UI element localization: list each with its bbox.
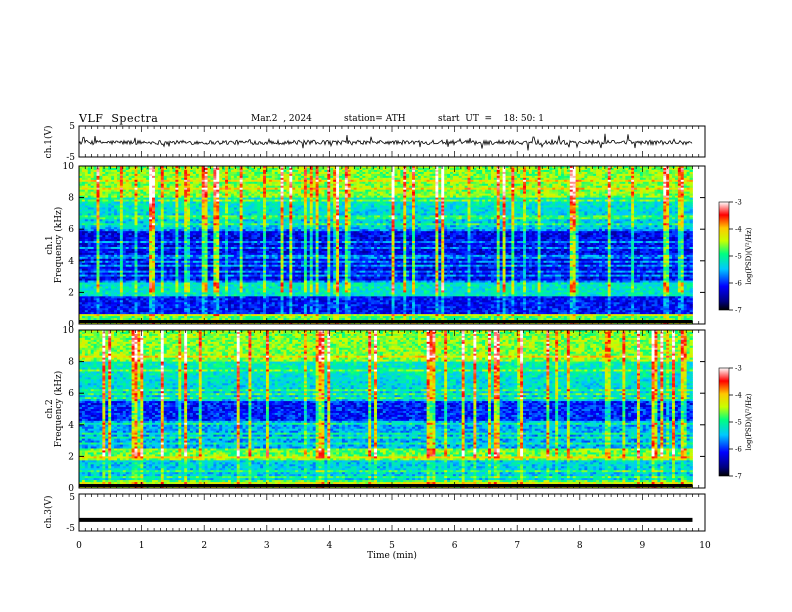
ch1-waveform-panel: 5 -5 ch.1(V): [43, 122, 705, 163]
ch1-waveform-line: [79, 134, 692, 151]
ch1-ytick-top: 5: [69, 122, 75, 132]
ch1-spectrogram-image: [79, 166, 693, 324]
ch1-ylabel: ch.1(V): [43, 126, 54, 159]
